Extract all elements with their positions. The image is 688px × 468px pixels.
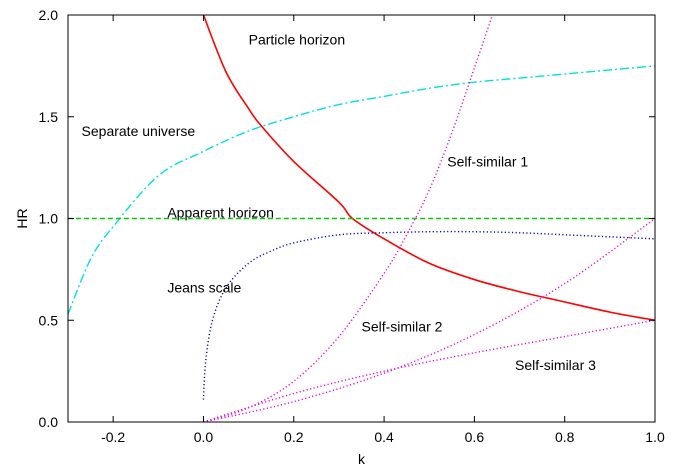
x-tick-label: 0.4 [374,429,394,445]
x-tick-label: 1.0 [645,429,665,445]
y-axis-label: HR [14,208,30,228]
y-tick-label: 1.5 [39,109,59,125]
chart-marks [68,15,655,422]
tick-group: -0.2 0.0 0.2 0.4 0.6 0.8 1.0 0.0 0.5 1.0 1.5 2.0 [39,7,665,445]
annotation-particle-horizon: Particle horizon [249,31,346,47]
x-tick-label: 0.6 [465,429,485,445]
y-tick-label: 0.5 [39,312,59,328]
series-line-self-similar-2 [203,217,655,422]
x-tick-label: -0.2 [101,429,125,445]
annotation-jeans-scale: Jeans scale [167,280,241,296]
x-tick-label: 0.2 [284,429,304,445]
annotation-self-similar-1: Self-similar 1 [447,154,528,170]
x-axis-label: k [358,451,366,467]
x-tick-label: 0.8 [555,429,575,445]
y-tick-label: 1.0 [39,211,59,227]
x-tick-label: 0.0 [194,429,214,445]
y-tick-label: 2.0 [39,7,59,23]
annotation-separate-universe: Separate universe [82,123,196,139]
series-line-particle-horizon [202,15,655,322]
annotation-self-similar-2: Self-similar 2 [362,318,443,334]
series-line-jeans-scale [202,230,655,400]
series-line-separate-universe [68,65,655,315]
annotation-group: Particle horizon Separate universe Self-si… [82,31,597,373]
y-tick-label: 0.0 [39,414,59,430]
annotation-apparent-horizon: Apparent horizon [167,204,274,220]
annotation-self-similar-3: Self-similar 3 [515,357,596,373]
